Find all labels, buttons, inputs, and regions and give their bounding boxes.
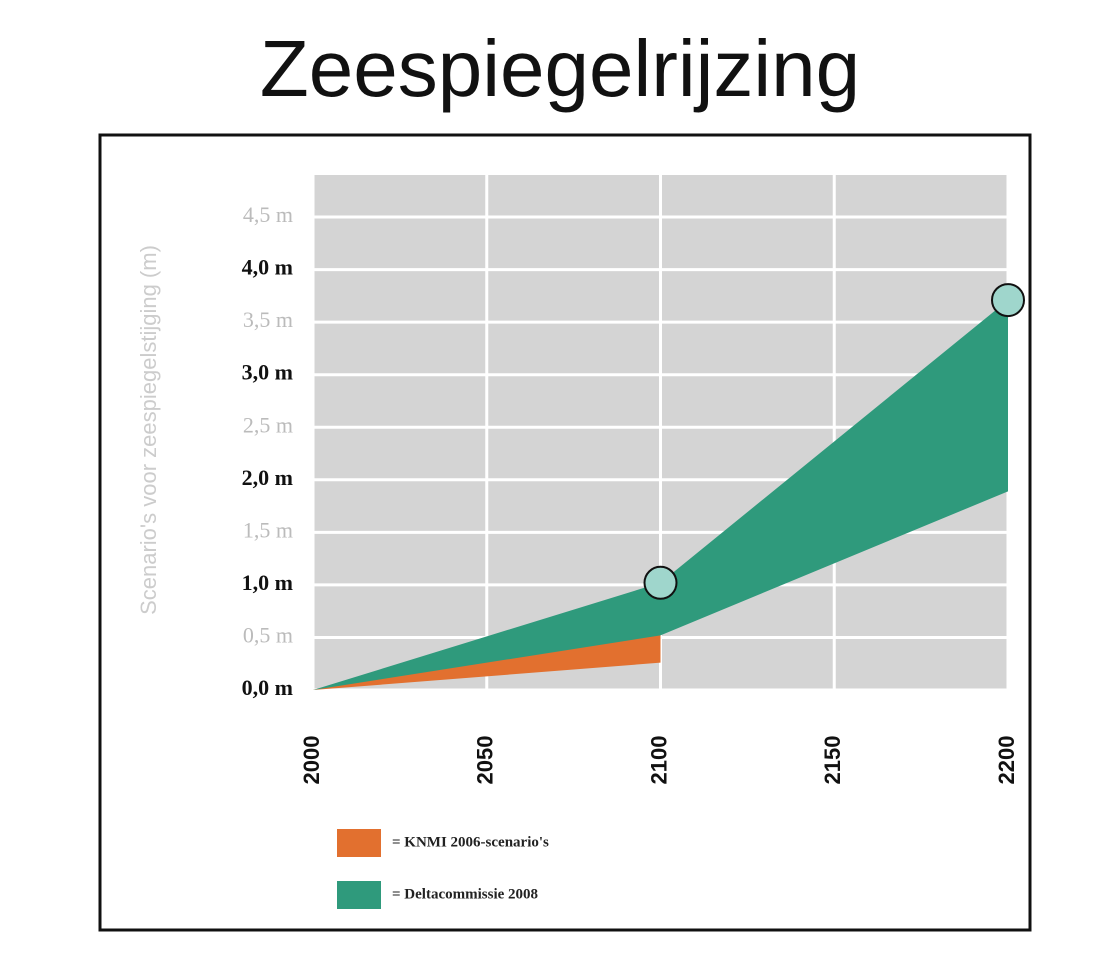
y-tick-label: 2,0 m [242, 465, 293, 490]
x-tick-label: 2000 [299, 736, 324, 785]
y-tick-label: 1,5 m [243, 517, 293, 542]
x-tick-label: 2150 [820, 736, 845, 785]
legend-label: = KNMI 2006-scenario's [392, 834, 549, 850]
marker [643, 565, 678, 600]
x-tick-label: 2100 [646, 736, 671, 785]
marker [991, 283, 1025, 318]
x-tick-label: 2200 [994, 736, 1019, 785]
y-axis-label: Scenario's voor zeespiegelstijging (m) [136, 245, 161, 615]
band-area [313, 300, 1008, 690]
y-tick-label: 2,5 m [243, 412, 293, 437]
legend-swatch [337, 881, 381, 909]
y-tick-label: 4,0 m [242, 255, 293, 280]
y-tick-label: 0,0 m [242, 675, 293, 700]
y-tick-label: 0,5 m [243, 622, 293, 647]
chart-title: Zeespiegelrijzing [260, 24, 860, 113]
legend-label: = Deltacommissie 2008 [392, 886, 538, 902]
y-tick-label: 3,0 m [242, 360, 293, 385]
x-tick-label: 2050 [473, 736, 498, 785]
legend-swatch [337, 829, 381, 857]
y-tick-label: 4,5 m [243, 202, 293, 227]
y-tick-label: 1,0 m [242, 570, 293, 595]
y-tick-label: 3,5 m [243, 307, 293, 332]
